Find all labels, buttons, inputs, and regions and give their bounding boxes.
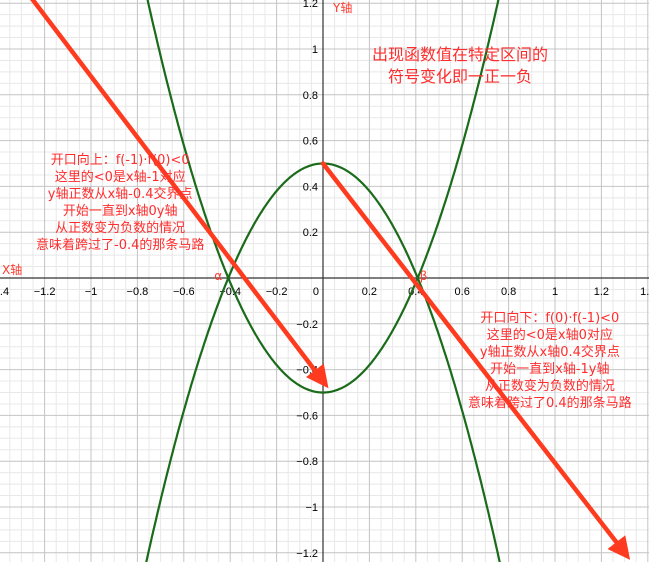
x-tick-labels: −1.4−1.2−1−0.8−0.6−0.4−0.200.20.40.60.81… [0,286,649,298]
left-line: 开口向上：f(-1)·f(0)<0 [50,153,190,168]
right-line: 意味着跨过了0.4的那条马路 [468,396,632,411]
x-tick-label: −0.2 [266,286,288,298]
title-annotation: 出现函数值在特定区间的 符号变化即一正一负 [372,44,548,88]
x-tick-label: 0.2 [362,286,377,298]
x-tick-label: −0.6 [173,286,195,298]
x-tick-label: 0 [313,286,319,298]
y-tick-label: −1.2 [296,548,318,560]
y-tick-label: 1.2 [303,0,318,10]
title-line: 出现函数值在特定区间的 [372,45,549,64]
x-tick-label: 1 [552,286,558,298]
x-tick-label: −1 [85,286,98,298]
x-tick-label: 1.2 [594,286,609,298]
right-line: y轴正数从x轴0.4交界点 [479,345,620,360]
title-line: 符号变化即一正一负 [388,67,533,86]
right-line: 从正数变为负数的情况 [484,379,615,394]
y-tick-label: 0.4 [303,181,318,193]
right-annotation: 开口向下：f(0)·f(-1)<0 这里的<0是x轴0对应 y轴正数从x轴0.4… [468,310,632,412]
right-line: 开始一直到x轴-1y轴 [490,362,610,377]
y-tick-label: 1 [312,44,318,56]
left-line: 从正数变为负数的情况 [55,221,186,236]
right-line: 这里的<0是x轴0对应 [486,328,613,343]
y-tick-label: 0.2 [303,227,318,239]
y-tick-label: −0.8 [296,456,318,468]
left-line: y轴正数从x轴-0.4交界点 [47,187,193,202]
x-axis-label: X轴 [2,262,22,277]
x-tick-label: 0.8 [501,286,516,298]
arrows [30,0,631,560]
y-tick-label: 0.6 [303,136,318,148]
y-axis-label: Y轴 [332,0,352,15]
arrow-2 [320,161,631,560]
left-line: 这里的<0是x轴-1对应 [54,170,186,185]
y-tick-label: −0.6 [296,410,318,422]
parabola-up-curve [146,0,500,394]
arrow-1 [30,0,329,389]
right-line: 开口向下：f(0)·f(-1)<0 [480,311,620,326]
y-tick-label: −0.2 [296,319,318,331]
y-tick-label: −1 [305,502,318,514]
left-line: 开始一直到x轴0y轴 [62,204,178,219]
x-tick-label: −1.4 [0,286,9,298]
point-label: β [420,269,428,283]
left-annotation: 开口向上：f(-1)·f(0)<0 这里的<0是x轴-1对应 y轴正数从x轴-0… [36,152,204,254]
left-line: 意味着跨过了-0.4的那条马路 [36,238,205,253]
x-tick-label: 1.4 [640,286,649,298]
x-tick-label: −0.8 [127,286,149,298]
point-label: α [214,269,222,283]
x-tick-label: −1.2 [34,286,56,298]
y-tick-label: 0.8 [303,90,318,102]
x-tick-label: 0.6 [455,286,470,298]
